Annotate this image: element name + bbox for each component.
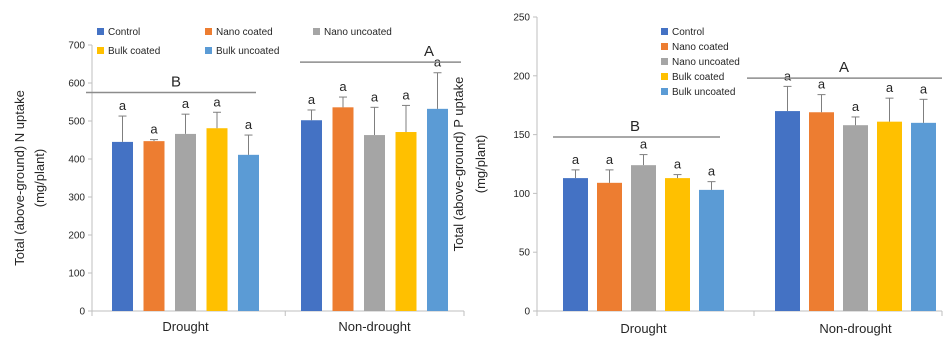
legend-label: Control — [108, 27, 140, 38]
legend-swatch — [313, 28, 320, 35]
bar-bulk-uncoated-non-drought — [911, 122, 936, 311]
bar-nano-coated-drought — [143, 141, 165, 311]
data-label: a — [818, 77, 826, 92]
data-label: a — [708, 164, 716, 179]
legend-label: Nano uncoated — [324, 27, 392, 38]
y-tick-label: 700 — [68, 41, 85, 52]
bar-bulk-coated-drought — [665, 178, 690, 311]
legend-label: Nano uncoated — [672, 57, 740, 68]
y-tick-label: 200 — [68, 231, 85, 242]
data-label: a — [606, 152, 614, 167]
data-label: a — [339, 79, 347, 94]
data-label: a — [886, 80, 894, 95]
group-significance-label: A — [424, 43, 434, 60]
data-label: a — [308, 92, 316, 107]
y-tick-label: 600 — [68, 79, 85, 90]
bar-nano-uncoated-drought — [631, 165, 656, 311]
legend-swatch — [97, 28, 104, 35]
y-tick-label: 400 — [68, 155, 85, 166]
y-tick-label: 250 — [513, 13, 530, 24]
legend-label: Bulk coated — [672, 72, 724, 83]
x-category-label: Non-drought — [338, 319, 411, 334]
bar-nano-coated-non-drought — [809, 112, 834, 311]
bar-nano-coated-non-drought — [332, 107, 354, 311]
y-axis-unit: (mg/plant) — [32, 149, 47, 208]
bar-bulk-coated-non-drought — [877, 121, 902, 311]
data-label: a — [119, 98, 127, 113]
y-tick-label: 150 — [513, 130, 530, 141]
bar-nano-uncoated-non-drought — [364, 135, 385, 311]
group-significance-label: A — [839, 59, 849, 76]
legend-label: Nano coated — [672, 42, 729, 53]
legend-swatch — [661, 28, 668, 35]
bar-control-non-drought — [301, 120, 322, 312]
chart-panel-1: 0 100 200 300 400 500 600 700 Total (above-groun… — [12, 27, 465, 334]
bar-control-drought — [112, 141, 133, 311]
legend-swatch — [661, 43, 668, 50]
bar-control-non-drought — [775, 111, 800, 311]
chart-panel-2: 0 50 100 150 200 250 Total (above-ground) P up… — [451, 13, 943, 336]
data-label: a — [852, 99, 860, 114]
y-tick-label: 500 — [68, 117, 85, 128]
data-label: a — [371, 89, 379, 104]
y-axis-title: Total (above-ground) N uptake — [12, 90, 27, 266]
legend-swatch — [97, 47, 104, 54]
y-tick-label: 100 — [68, 269, 85, 280]
bar-nano-coated-drought — [597, 182, 622, 311]
y-tick-label: 300 — [68, 193, 85, 204]
bar-bulk-coated-drought — [206, 128, 228, 311]
data-label: a — [150, 122, 158, 137]
legend-label: Bulk uncoated — [216, 46, 279, 57]
bar-bulk-coated-non-drought — [395, 132, 417, 311]
legend-swatch — [661, 88, 668, 95]
y-tick-label: 50 — [519, 248, 531, 259]
legend-label: Bulk coated — [108, 46, 160, 57]
x-category-label: Non-drought — [819, 321, 892, 336]
bar-nano-uncoated-non-drought — [843, 125, 868, 311]
x-category-label: Drought — [620, 321, 667, 336]
data-label: a — [182, 96, 190, 111]
data-label: a — [674, 157, 682, 172]
legend-swatch — [205, 28, 212, 35]
data-label: a — [920, 81, 928, 96]
bar-bulk-uncoated-drought — [699, 189, 724, 311]
y-tick-label: 0 — [524, 307, 530, 318]
y-axis-unit: (mg/plant) — [473, 135, 488, 194]
bar-bulk-uncoated-drought — [238, 154, 259, 311]
y-tick-label: 200 — [513, 71, 530, 82]
legend-swatch — [661, 73, 668, 80]
y-tick-label: 100 — [513, 189, 530, 200]
group-significance-label: B — [630, 118, 640, 135]
legend-label: Control — [672, 27, 704, 38]
legend-label: Bulk uncoated — [672, 87, 735, 98]
group-significance-label: B — [171, 74, 181, 91]
data-label: a — [572, 152, 580, 167]
data-label: a — [784, 68, 792, 83]
bar-nano-uncoated-drought — [175, 133, 196, 311]
data-label: a — [640, 137, 648, 152]
data-label: a — [213, 94, 221, 109]
y-axis-title: Total (above-ground) P uptake — [451, 77, 466, 252]
legend-label: Nano coated — [216, 27, 273, 38]
bar-control-drought — [563, 178, 588, 311]
bar-bulk-uncoated-non-drought — [427, 108, 448, 311]
data-label: a — [245, 117, 253, 132]
x-category-label: Drought — [162, 319, 209, 334]
legend-swatch — [661, 58, 668, 65]
legend-swatch — [205, 47, 212, 54]
data-label: a — [402, 87, 410, 102]
y-tick-label: 0 — [79, 307, 85, 318]
